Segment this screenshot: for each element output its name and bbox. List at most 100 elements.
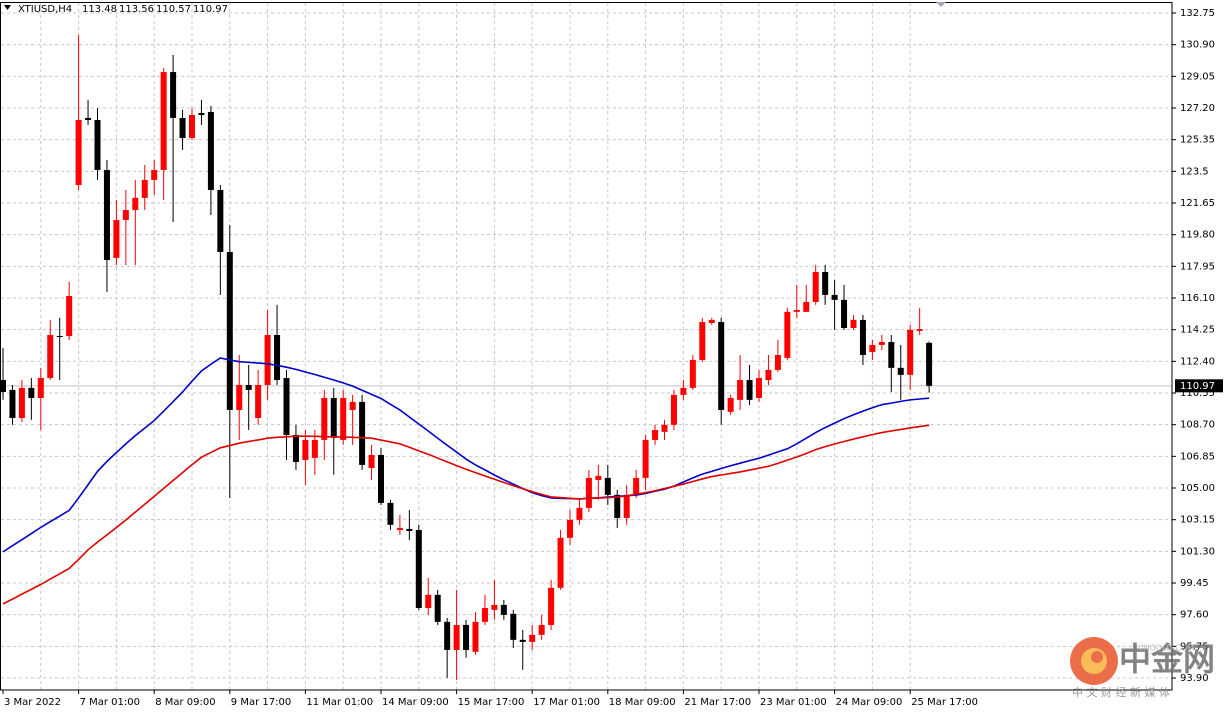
y-tick-label: 114.25 — [1180, 325, 1215, 336]
header-high: 113.56 — [119, 4, 154, 15]
candle-body — [321, 397, 328, 440]
x-tick-label: 7 Mar 01:00 — [80, 697, 140, 708]
candle-body — [926, 342, 933, 386]
x-tick-label: 21 Mar 17:00 — [684, 697, 751, 708]
candle-body — [330, 397, 337, 438]
y-tick-label: 105.00 — [1180, 483, 1215, 494]
candle-body — [56, 336, 63, 338]
candle-body — [378, 454, 384, 503]
x-tick-label: 14 Mar 09:00 — [382, 697, 449, 708]
y-tick-label: 125.35 — [1180, 135, 1215, 146]
candle-body — [113, 219, 120, 258]
candle-body — [718, 321, 725, 410]
candle-body — [774, 355, 781, 370]
candle-body — [850, 319, 857, 328]
candle-body — [623, 494, 630, 518]
candle-body — [652, 429, 659, 440]
y-tick-label: 119.80 — [1180, 230, 1215, 241]
y-tick-label: 127.20 — [1180, 103, 1215, 114]
y-tick-label: 106.85 — [1180, 451, 1215, 462]
candle-body — [340, 397, 347, 440]
candle-body — [0, 380, 6, 392]
y-tick-label: 130.90 — [1180, 40, 1215, 51]
candle-body — [9, 389, 16, 419]
candle-body — [453, 624, 460, 650]
candle-body — [160, 72, 167, 170]
y-tick-label: 110.55 — [1180, 388, 1215, 399]
axis-layer: 132.75 130.90 129.05 127.20 125.35 123.5 121.6… — [2, 8, 1223, 708]
candle-body — [831, 294, 838, 300]
candle-body — [425, 594, 432, 609]
candle-body — [510, 613, 517, 640]
candle-body — [434, 594, 441, 622]
candle-body — [595, 475, 602, 480]
moving-average-line — [2, 424, 930, 605]
candle-body — [122, 210, 129, 220]
y-tick-label: 116.10 — [1180, 293, 1215, 304]
y-tick-label: 101.30 — [1180, 546, 1215, 557]
y-tick-label: 103.15 — [1180, 515, 1215, 526]
y-tick-label: 112.40 — [1180, 356, 1215, 367]
candle-body — [888, 342, 895, 368]
candle-body — [642, 439, 649, 478]
candle-body — [207, 111, 214, 191]
candle-body — [907, 329, 914, 375]
candle-body — [396, 527, 403, 530]
candle-body — [47, 334, 54, 378]
candle-body — [519, 639, 526, 642]
moving-average-line — [2, 357, 930, 553]
header-open: 113.48 — [82, 4, 117, 15]
menu-triangle — [4, 5, 11, 10]
candle-body — [756, 377, 762, 398]
candle-body — [179, 117, 186, 138]
candle-body — [633, 477, 640, 495]
candle-body — [604, 477, 611, 495]
y-tick-label: 108.70 — [1180, 420, 1215, 431]
candle-body — [283, 377, 290, 435]
candle-body — [170, 72, 177, 118]
mark-layer — [0, 34, 933, 680]
candle-body — [529, 634, 536, 642]
x-tick-label: 8 Mar 09:00 — [155, 697, 215, 708]
candle-body — [576, 507, 583, 520]
candle-body — [916, 328, 923, 331]
candle-body — [311, 439, 318, 458]
candle-body — [699, 321, 706, 360]
candle-body — [463, 624, 470, 650]
y-tick-label: 93.90 — [1180, 673, 1209, 684]
y-tick-label: 95.75 — [1180, 641, 1209, 652]
watermark-logo-dot — [1091, 651, 1103, 663]
candle-body — [557, 537, 564, 588]
candle-body — [85, 117, 92, 120]
candle-body — [765, 369, 772, 381]
candle-body — [349, 401, 356, 410]
candle-body — [103, 169, 110, 261]
price-label-bg — [1175, 379, 1223, 393]
candle-body — [236, 384, 243, 410]
candle-body — [66, 295, 73, 337]
candle-body — [302, 439, 309, 460]
candle-body — [746, 380, 753, 400]
candle-body — [245, 384, 252, 390]
watermark-slogan: 中 文 财 经 新 媒 体 — [1072, 685, 1170, 699]
candle-body — [614, 494, 621, 518]
candle-body — [359, 401, 366, 465]
candle-body — [878, 342, 885, 345]
candle-body — [803, 301, 810, 312]
y-tick-label: 129.05 — [1180, 71, 1215, 82]
candle-body — [670, 394, 677, 425]
candle-body — [689, 359, 696, 388]
candle-body — [784, 311, 791, 358]
candle-body — [368, 454, 375, 468]
candle-body — [841, 299, 848, 328]
candle-body — [292, 434, 299, 462]
x-tick-label: 24 Mar 09:00 — [836, 697, 903, 708]
candle-body — [255, 384, 262, 419]
candle-body — [472, 621, 479, 652]
y-tick-label: 117.95 — [1180, 261, 1215, 272]
candle-body — [274, 334, 281, 381]
candle-body — [18, 387, 25, 419]
x-tick-label: 18 Mar 09:00 — [609, 697, 676, 708]
